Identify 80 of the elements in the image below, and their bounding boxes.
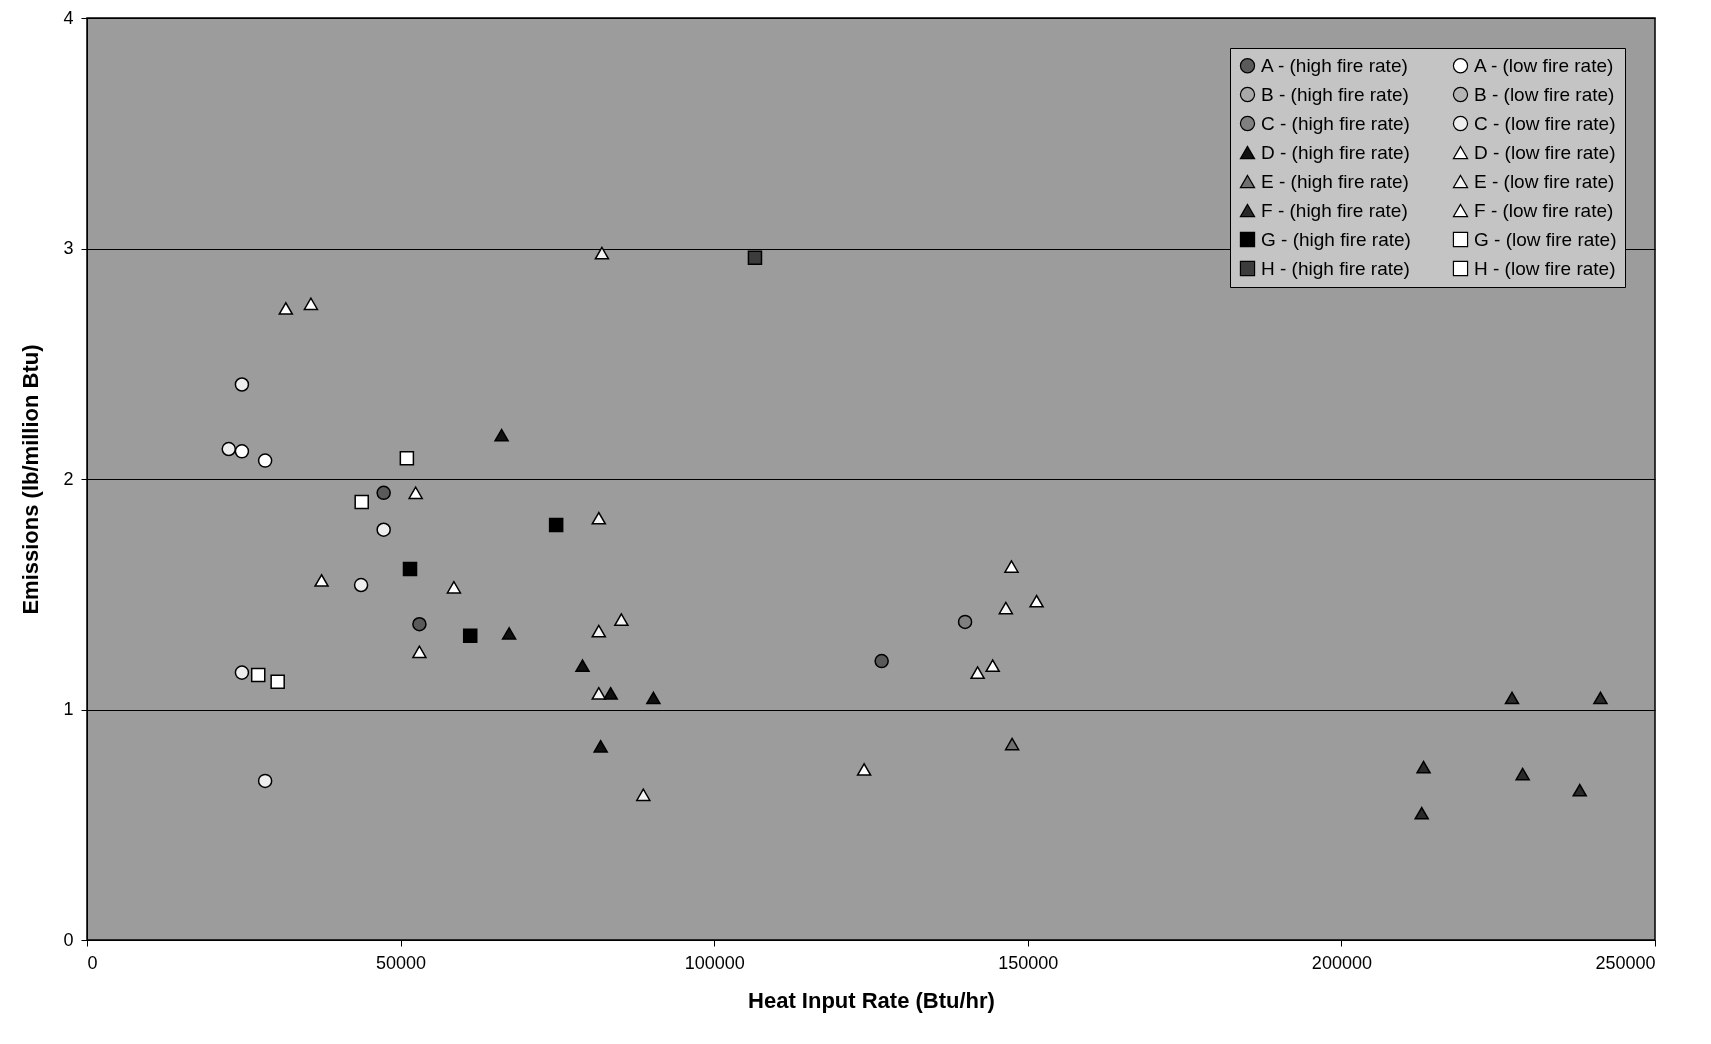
x-tick-label: 150000 [998, 952, 1059, 973]
legend-label: C - (high fire rate) [1261, 112, 1410, 134]
point [250, 667, 266, 683]
point [957, 614, 973, 630]
legend-label: C - (low fire rate) [1474, 112, 1616, 134]
point [998, 601, 1014, 615]
point [646, 691, 661, 705]
legend-label: D - (low fire rate) [1474, 141, 1616, 163]
point [636, 788, 651, 802]
point [1004, 560, 1019, 573]
point [1593, 691, 1608, 705]
point [278, 302, 294, 315]
y-tick-label: 2 [63, 468, 74, 489]
point [353, 577, 369, 593]
point [1029, 594, 1044, 608]
y-axis-title: Emissions (lb/million Btu) [18, 344, 44, 615]
point [234, 444, 250, 459]
legend-label: A - (low fire rate) [1474, 54, 1614, 76]
point [985, 659, 1000, 673]
point [575, 659, 590, 673]
legend-label: F - (high fire rate) [1261, 199, 1408, 221]
point [548, 517, 564, 533]
point [494, 428, 509, 442]
point [1414, 806, 1429, 820]
point [1572, 783, 1587, 797]
point [591, 511, 607, 525]
point [1515, 767, 1530, 781]
point [594, 246, 610, 260]
point [591, 624, 607, 638]
point [593, 739, 608, 753]
y-tick-label: 4 [63, 7, 74, 28]
legend-label: E - (low fire rate) [1474, 170, 1615, 192]
point [257, 453, 273, 468]
point [314, 574, 329, 587]
legend-label: H - (low fire rate) [1474, 257, 1616, 279]
legend-label: H - (high fire rate) [1261, 257, 1410, 279]
point [412, 616, 427, 632]
point [747, 250, 763, 265]
y-tick-label: 1 [63, 699, 74, 719]
point [270, 674, 285, 690]
legend-label: B - (high fire rate) [1261, 83, 1409, 105]
legend-label: G - (high fire rate) [1261, 228, 1411, 250]
point [446, 580, 462, 594]
point [591, 686, 607, 700]
point [402, 561, 418, 577]
legend-label: D - (high fire rate) [1261, 141, 1410, 163]
point [462, 628, 478, 644]
point [234, 665, 250, 680]
y-tick-label: 0 [63, 929, 74, 950]
point [221, 441, 237, 457]
x-axis-title: Heat Input Rate (Btu/hr) [748, 987, 995, 1013]
point [970, 666, 985, 680]
legend-label: B - (low fire rate) [1474, 83, 1615, 105]
legend-label: A - (high fire rate) [1261, 54, 1408, 76]
x-tick-label: 200000 [1311, 952, 1372, 973]
point [234, 377, 250, 392]
legend-label: F - (low fire rate) [1474, 199, 1614, 221]
x-tick-label: 100000 [684, 952, 745, 973]
point [257, 773, 273, 789]
point [603, 686, 618, 700]
x-tick-label: 0 [87, 952, 98, 973]
point [1004, 737, 1020, 751]
point [303, 297, 319, 311]
point [874, 653, 889, 669]
point [856, 763, 872, 776]
point [376, 522, 391, 537]
point [501, 627, 517, 640]
x-tick-label: 50000 [376, 952, 427, 973]
point [412, 645, 427, 659]
point [376, 485, 391, 501]
legend-label: E - (high fire rate) [1261, 170, 1409, 192]
point [614, 613, 629, 626]
point [1416, 760, 1431, 774]
x-tick-label: 250000 [1595, 952, 1656, 973]
point [354, 494, 369, 510]
point [1504, 691, 1520, 705]
y-tick-label: 3 [63, 238, 74, 258]
point [408, 486, 423, 500]
legend-label: G - (low fire rate) [1474, 228, 1617, 250]
point [399, 450, 415, 466]
